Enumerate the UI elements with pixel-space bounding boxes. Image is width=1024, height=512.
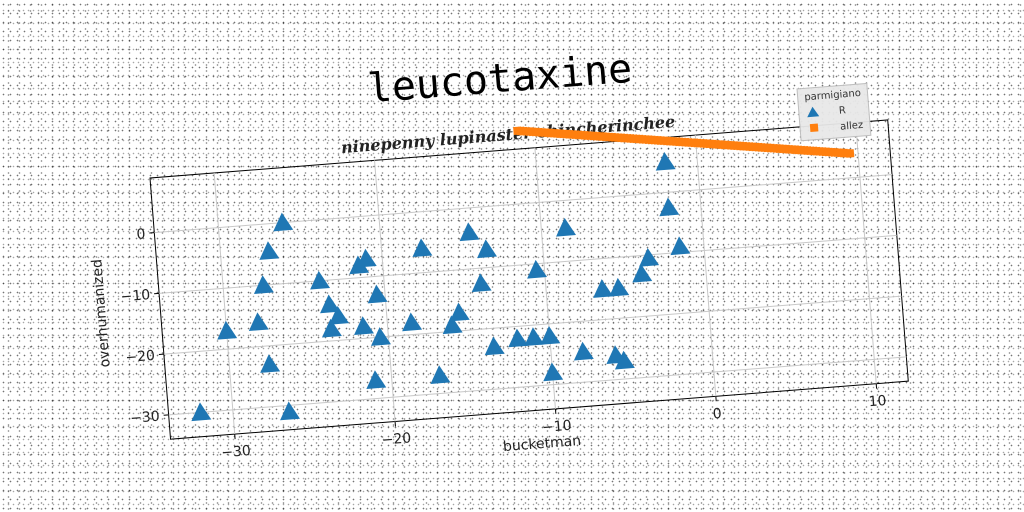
- y-tick-label: −10: [120, 287, 151, 305]
- data-point-r: [614, 350, 635, 370]
- data-point-r: [280, 401, 300, 421]
- y-axis-label: overhumanized: [89, 258, 113, 367]
- data-point-r: [356, 248, 377, 268]
- x-tick-label: −10: [542, 418, 573, 436]
- data-point-r: [543, 362, 564, 382]
- data-point-r: [639, 247, 660, 267]
- data-point-r: [449, 302, 470, 322]
- data-point-r: [273, 212, 294, 232]
- data-point-r: [366, 370, 387, 390]
- legend-label-allez: allez: [840, 120, 864, 133]
- plot-frame: [149, 119, 909, 440]
- series-r: [191, 151, 691, 422]
- grid-line-y: [168, 356, 907, 416]
- data-point-r: [655, 151, 676, 171]
- grid-line-y: [159, 234, 897, 294]
- data-point-r: [484, 336, 505, 356]
- legend-title: parmigiano: [804, 88, 861, 103]
- data-point-r: [670, 236, 691, 256]
- chart-title: leucotaxine: [366, 46, 634, 113]
- data-point-r: [556, 217, 577, 237]
- data-point-r: [540, 326, 561, 345]
- data-point-r: [253, 275, 274, 294]
- grid-line-x: [213, 172, 236, 435]
- legend: parmigiano R allez: [796, 82, 872, 142]
- data-point-r: [320, 294, 340, 314]
- x-tick-label: −20: [381, 430, 412, 448]
- data-point-r: [248, 312, 269, 332]
- data-point-r: [259, 241, 280, 260]
- data-point-r: [217, 320, 238, 340]
- x-tick-label: −30: [221, 443, 252, 461]
- data-point-r: [260, 354, 281, 373]
- grid-line-x: [855, 122, 877, 384]
- data-point-r: [371, 327, 391, 346]
- y-tick-label: 0: [136, 226, 146, 243]
- x-axis-ticks: −30 −20 −10 0 10: [221, 383, 887, 461]
- data-point-r: [508, 328, 529, 348]
- data-point-r: [471, 273, 492, 293]
- data-point-r: [430, 365, 451, 384]
- data-point-r: [609, 277, 630, 297]
- grid-line-x: [694, 135, 717, 397]
- data-point-r: [442, 315, 463, 335]
- data-point-r: [593, 279, 614, 298]
- data-point-r: [321, 318, 342, 338]
- data-point-r: [354, 316, 374, 335]
- data-point-r: [402, 312, 423, 332]
- data-point-allez: [845, 149, 855, 158]
- plot-area: −30 −20 −10 0 10 −30 −20 −10 0 bucketman overhu…: [89, 82, 909, 461]
- data-point-r: [310, 270, 331, 290]
- legend-marker-allez: [809, 123, 819, 133]
- data-point-r: [459, 222, 480, 242]
- x-axis-label: bucketman: [502, 433, 581, 455]
- x-tick-label: 0: [712, 406, 722, 423]
- data-point-r: [191, 402, 212, 422]
- y-tick-label: −20: [125, 348, 156, 366]
- data-point-r: [573, 341, 594, 361]
- grid-line-y: [154, 174, 893, 234]
- x-tick-label: 10: [868, 393, 887, 410]
- legend-label-r: R: [838, 105, 846, 117]
- grid-line-y: [163, 295, 902, 355]
- grid-line-x: [374, 160, 396, 422]
- legend-marker-r: [807, 106, 820, 118]
- data-point-r: [524, 327, 545, 347]
- data-point-r: [367, 284, 388, 304]
- y-tick-label: −30: [130, 409, 161, 427]
- data-point-r: [477, 239, 498, 259]
- y-axis-ticks: −30 −20 −10 0: [120, 226, 169, 427]
- data-point-r: [412, 238, 433, 258]
- series-allez: [513, 126, 855, 158]
- data-point-r: [329, 306, 349, 325]
- data-point-r: [659, 197, 680, 217]
- data-point-r: [632, 263, 653, 283]
- data-point-r: [527, 259, 548, 279]
